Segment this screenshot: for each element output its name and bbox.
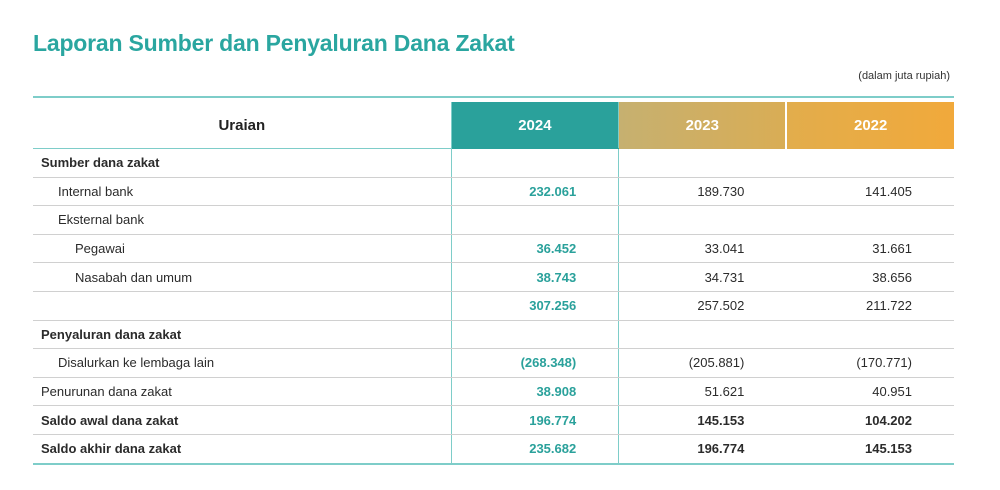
table-row: Pegawai 36.452 33.041 31.661 [33,234,954,264]
cell-2022 [786,320,954,350]
cell-2024: 38.908 [450,377,620,407]
cell-2024: 307.256 [450,291,620,321]
zakat-report-table-container: Uraian 2024 2023 2022 Sumber dana zakat … [33,96,954,465]
cell-2023: 189.730 [618,177,787,207]
cell-2022: 145.153 [786,434,954,465]
table-row: Eksternal bank [33,205,954,235]
cell-2023: 33.041 [618,234,787,264]
row-label: Sumber dana zakat [33,148,452,178]
row-label: Penurunan dana zakat [33,377,452,407]
zakat-report-table: Uraian 2024 2023 2022 Sumber dana zakat … [33,102,954,465]
cell-2022 [786,205,954,235]
table-row: Disalurkan ke lembaga lain (268.348) (20… [33,348,954,378]
unit-note: (dalam juta rupiah) [858,70,950,82]
cell-2023 [618,205,787,235]
cell-2024: 235.682 [450,434,620,465]
row-label: Saldo akhir dana zakat [33,434,452,465]
page-title: Laporan Sumber dan Penyaluran Dana Zakat [33,30,515,56]
cell-2024 [450,148,620,178]
column-header-2024: 2024 [450,102,619,149]
cell-2024: 38.743 [450,262,620,292]
row-label: Penyaluran dana zakat [33,320,452,350]
cell-2023: 34.731 [618,262,787,292]
cell-2023: 257.502 [618,291,787,321]
table-row: Saldo akhir dana zakat 235.682 196.774 1… [33,434,954,465]
table-row: Internal bank 232.061 189.730 141.405 [33,177,954,207]
cell-2022: 38.656 [786,262,954,292]
cell-2022: 141.405 [786,177,954,207]
table-top-rule [33,96,954,98]
cell-2023: 145.153 [618,405,787,435]
column-header-uraian: Uraian [33,102,452,149]
table-row: Nasabah dan umum 38.743 34.731 38.656 [33,262,954,292]
cell-2023 [618,148,787,178]
cell-2024: 196.774 [450,405,620,435]
table-header-row: Uraian 2024 2023 2022 [33,102,954,149]
cell-2023 [618,320,787,350]
table-row-subtotal: 307.256 257.502 211.722 [33,291,954,321]
cell-2022: 31.661 [786,234,954,264]
cell-2023: (205.881) [618,348,787,378]
row-label [33,291,452,321]
cell-2022: (170.771) [786,348,954,378]
row-label: Disalurkan ke lembaga lain [33,348,452,378]
row-label: Eksternal bank [33,205,452,235]
cell-2023: 51.621 [618,377,787,407]
cell-2024: 36.452 [450,234,620,264]
cell-2024 [450,205,620,235]
cell-2024 [450,320,620,350]
cell-2022: 40.951 [786,377,954,407]
cell-2023: 196.774 [618,434,787,465]
cell-2024: (268.348) [450,348,620,378]
cell-2022: 211.722 [786,291,954,321]
cell-2024: 232.061 [450,177,620,207]
table-row: Sumber dana zakat [33,148,954,178]
column-header-2023: 2023 [618,102,787,149]
row-label: Saldo awal dana zakat [33,405,452,435]
table-row: Saldo awal dana zakat 196.774 145.153 10… [33,405,954,435]
row-label: Internal bank [33,177,452,207]
row-label: Nasabah dan umum [33,262,452,292]
cell-2022: 104.202 [786,405,954,435]
table-row: Penurunan dana zakat 38.908 51.621 40.95… [33,377,954,407]
table-row: Penyaluran dana zakat [33,320,954,350]
column-header-2022: 2022 [785,102,954,149]
cell-2022 [786,148,954,178]
row-label: Pegawai [33,234,452,264]
